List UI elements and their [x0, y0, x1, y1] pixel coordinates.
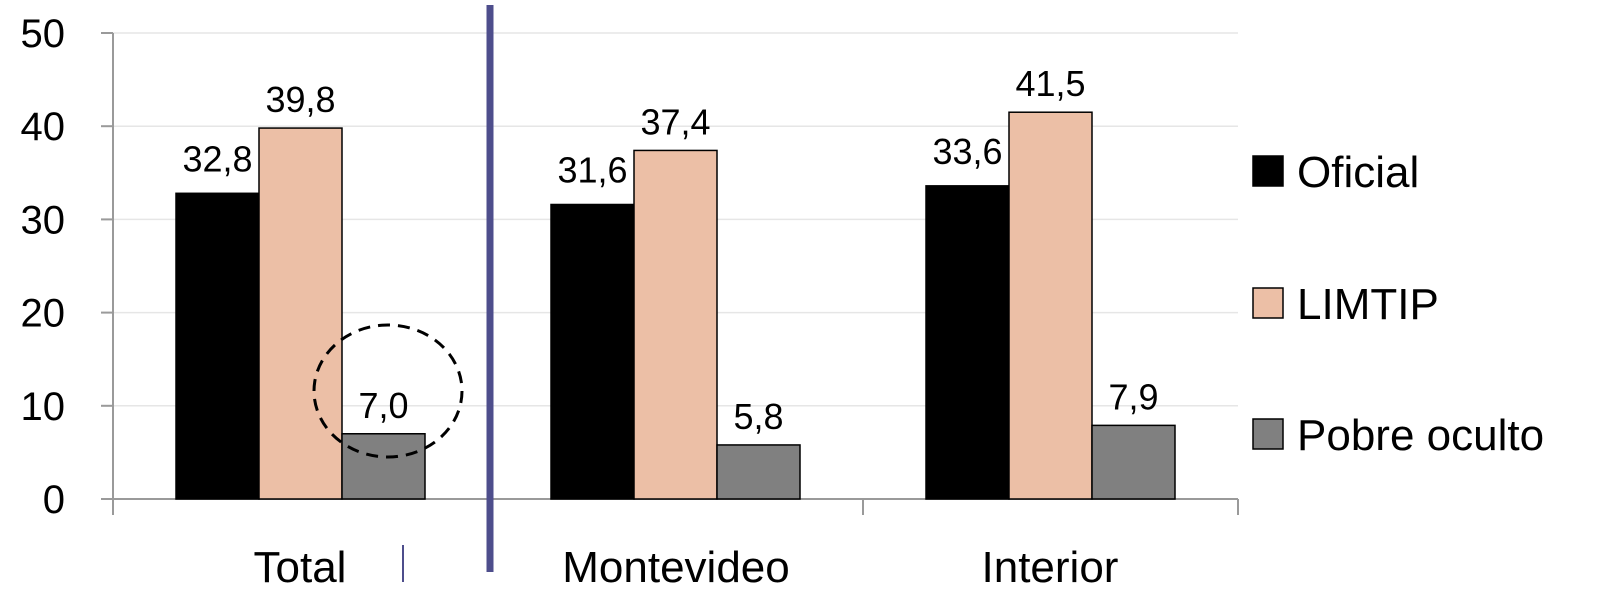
data-label: 7,0 [358, 385, 408, 426]
data-label: 7,9 [1108, 376, 1158, 417]
y-tick-label: 0 [43, 478, 65, 522]
bar-pobre-oculto [1091, 424, 1176, 500]
highlight-circle [312, 323, 464, 459]
annotations [312, 5, 494, 582]
bars [175, 111, 1176, 500]
y-tick-label: 20 [21, 292, 66, 336]
legend-swatch [1252, 287, 1284, 319]
y-tick-label: 50 [21, 12, 66, 56]
legend-label: Oficial [1297, 148, 1419, 197]
bar-limtip [633, 149, 718, 500]
x-category-label: Total [254, 543, 347, 592]
legend-swatch [1252, 155, 1284, 187]
data-label: 5,8 [733, 396, 783, 437]
x-category-label: Interior [982, 543, 1119, 592]
bar-pobre-oculto [341, 433, 426, 500]
bar-limtip [1008, 111, 1093, 500]
legend-label: LIMTIP [1297, 280, 1439, 329]
legend-swatch [1252, 418, 1284, 450]
data-label: 32,8 [182, 138, 252, 179]
bar-pobre-oculto [716, 444, 801, 500]
y-tick-label: 30 [21, 198, 66, 242]
bar-oficial [550, 203, 635, 500]
legend: Oficial LIMTIP Pobre oculto [1252, 148, 1544, 460]
data-labels: 32,8 39,8 7,0 31,6 37,4 5,8 33,6 41,5 7,9 [182, 63, 1158, 437]
y-tick-label: 40 [21, 105, 66, 149]
bar-oficial [175, 192, 260, 500]
y-tick-label: 10 [21, 385, 66, 429]
data-label: 33,6 [932, 131, 1002, 172]
data-label: 41,5 [1015, 63, 1085, 104]
data-label: 31,6 [557, 149, 627, 190]
x-category-label: Montevideo [562, 543, 789, 592]
legend-label: Pobre oculto [1297, 411, 1544, 460]
bar-oficial [925, 185, 1010, 500]
data-label: 39,8 [265, 79, 335, 120]
data-label: 37,4 [640, 101, 710, 142]
bar-limtip [258, 127, 343, 500]
